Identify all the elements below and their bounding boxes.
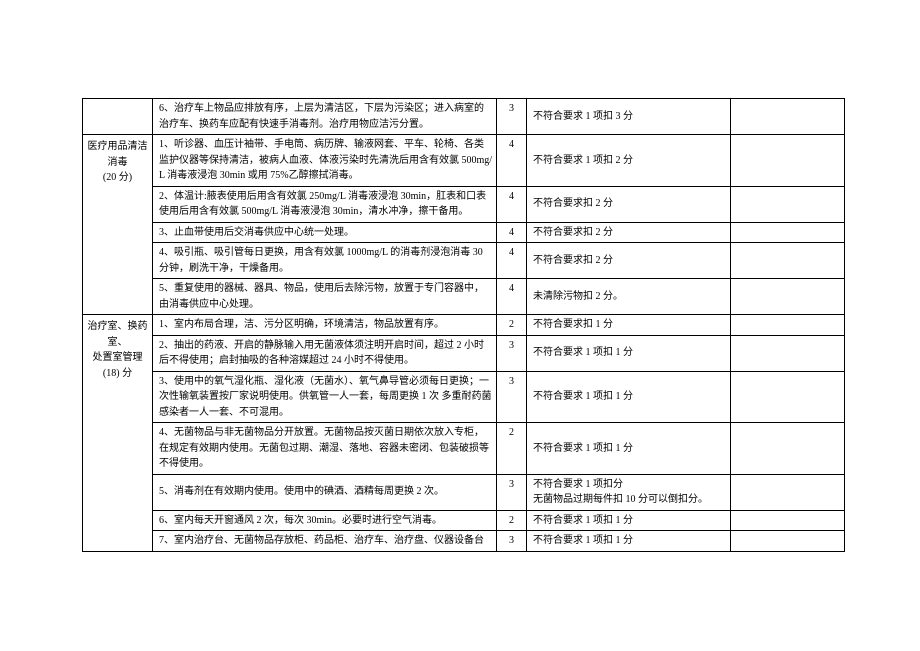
- category-line: 医疗用品清洁: [88, 141, 148, 152]
- score-cell: 2: [497, 423, 527, 475]
- table-row: 5、消毒剂在有效期内使用。使用中的碘酒、酒精每周更换 2 次。3不符合要求 1 …: [83, 474, 845, 510]
- criteria-line: 不符合要求 1 项扣 1 分: [533, 515, 633, 526]
- item-cell: 1、听诊器、血压计袖带、手电筒、病历牌、输液网套、平车、轮椅、各类监护仪器等保持…: [153, 135, 497, 187]
- table-row: 医疗用品清洁消毒 (20 分) 1、听诊器、血压计袖带、手电筒、病历牌、输液网套、平…: [83, 135, 845, 187]
- table-row: 6、治疗车上物品应排放有序，上层为清洁区，下层为污染区；进入病室的治疗车、换药车…: [83, 99, 845, 135]
- criteria-line: 不符合要求 1 项扣 1 分: [533, 391, 633, 402]
- criteria-cell: 不符合要求扣 2 分: [527, 243, 731, 279]
- table-row: 7、室内治疗台、无菌物品存放柜、药品柜、治疗车、治疗盘、仪器设备台3 不符合要求 …: [83, 531, 845, 552]
- item-cell: 5、重复使用的器械、器具、物品，使用后去除污物，放置于专门容器中，由消毒供应中心…: [153, 279, 497, 315]
- category-line: 处置室管理: [93, 352, 143, 363]
- criteria-cell: 不符合要求 1 项扣 3 分: [527, 99, 731, 135]
- score-cell: 3: [497, 531, 527, 552]
- category-line: 治疗室、换药: [88, 321, 148, 332]
- criteria-line: 不符合要求 1 项扣 2 分: [533, 155, 633, 166]
- item-cell: 7、室内治疗台、无菌物品存放柜、药品柜、治疗车、治疗盘、仪器设备台: [153, 531, 497, 552]
- criteria-line: 不符合要求扣 2 分: [533, 198, 613, 209]
- score-cell: 2: [497, 315, 527, 336]
- criteria-cell: 不符合要求 1 项扣 2 分: [527, 135, 731, 187]
- criteria-cell: 不符合要求扣 2 分: [527, 222, 731, 243]
- score-cell: 4: [497, 135, 527, 187]
- evaluation-table: 6、治疗车上物品应排放有序，上层为清洁区，下层为污染区；进入病室的治疗车、换药车…: [82, 98, 845, 552]
- category-cell: 治疗室、换药室、处置室管理 (18) 分: [83, 315, 153, 552]
- criteria-line: 不符合要求 1 项扣分: [533, 479, 623, 490]
- criteria-cell: 未清除污物扣 2 分。: [527, 279, 731, 315]
- criteria-cell: 不符合要求 1 项扣 1 分: [527, 510, 731, 531]
- score-cell: 4: [497, 243, 527, 279]
- category-line: (18) 分: [103, 368, 132, 379]
- table-row: 3、止血带使用后交消毒供应中心统一处理。4 不符合要求扣 2 分: [83, 222, 845, 243]
- score-cell: 3: [497, 335, 527, 371]
- blank-cell: [731, 222, 845, 243]
- item-cell: 4、吸引瓶、吸引管每日更换，用含有效氯 1000mg/L 的消毒剂浸泡消毒 30…: [153, 243, 497, 279]
- criteria-cell: 不符合要求 1 项扣 1 分: [527, 371, 731, 423]
- criteria-line: 未清除污物扣 2 分。: [533, 291, 623, 302]
- item-cell: 3、止血带使用后交消毒供应中心统一处理。: [153, 222, 497, 243]
- page: 6、治疗车上物品应排放有序，上层为清洁区，下层为污染区；进入病室的治疗车、换药车…: [0, 0, 920, 651]
- table-row: 治疗室、换药室、处置室管理(18) 分1、室内布局合理，洁、污分区明确，环境清洁…: [83, 315, 845, 336]
- item-cell: 6、室内每天开窗通风 2 次，每次 30min。必要时进行空气消毒。: [153, 510, 497, 531]
- score-cell: 3: [497, 371, 527, 423]
- item-cell: 5、消毒剂在有效期内使用。使用中的碘酒、酒精每周更换 2 次。: [153, 474, 497, 510]
- criteria-cell: 不符合要求 1 项扣分无菌物品过期每件扣 10 分可以倒扣分。: [527, 474, 731, 510]
- criteria-line: 不符合要求 1 项扣 1 分: [533, 535, 633, 546]
- blank-cell: [731, 315, 845, 336]
- blank-cell: [731, 371, 845, 423]
- score-cell: 2: [497, 510, 527, 531]
- table-row: 6、室内每天开窗通风 2 次，每次 30min。必要时进行空气消毒。2 不符合要求…: [83, 510, 845, 531]
- blank-cell: [731, 135, 845, 187]
- criteria-line: 不符合要求扣 1 分: [533, 319, 613, 330]
- category-line: 消毒: [108, 157, 128, 168]
- criteria-cell: 不符合要求扣 2 分: [527, 186, 731, 222]
- item-cell: 1、室内布局合理，洁、污分区明确，环境清洁，物品放置有序。: [153, 315, 497, 336]
- criteria-line: 不符合要求 1 项扣 1 分: [533, 443, 633, 454]
- criteria-cell: 不符合要求 1 项扣 1 分: [527, 423, 731, 475]
- blank-cell: [731, 279, 845, 315]
- score-cell: 3: [497, 474, 527, 510]
- blank-cell: [731, 510, 845, 531]
- criteria-line: 无菌物品过期每件扣 10 分可以倒扣分。: [533, 494, 708, 505]
- table-row: 2、抽出的药液、开启的静脉输入用无菌液体须注明开启时间，超过 2 小时后不得使用…: [83, 335, 845, 371]
- blank-cell: [731, 531, 845, 552]
- category-cell: 医疗用品清洁消毒 (20 分): [83, 135, 153, 315]
- table-row: 3、使用中的氧气湿化瓶、湿化液（无菌水）、氧气鼻导管必须每日更换；一次性输氧装置…: [83, 371, 845, 423]
- item-cell: 6、治疗车上物品应排放有序，上层为清洁区，下层为污染区；进入病室的治疗车、换药车…: [153, 99, 497, 135]
- score-cell: 4: [497, 279, 527, 315]
- score-cell: 4: [497, 222, 527, 243]
- criteria-cell: 不符合要求扣 1 分: [527, 315, 731, 336]
- criteria-line: 不符合要求 1 项扣 1 分: [533, 347, 633, 358]
- table-row: 5、重复使用的器械、器具、物品，使用后去除污物，放置于专门容器中，由消毒供应中心…: [83, 279, 845, 315]
- criteria-cell: 不符合要求 1 项扣 1 分: [527, 335, 731, 371]
- category-line: (20 分): [103, 172, 132, 183]
- blank-cell: [731, 99, 845, 135]
- table-row: 2、体温计:腋表使用后用含有效氯 250mg/L 消毒液浸泡 30min，肛表和…: [83, 186, 845, 222]
- criteria-cell: 不符合要求 1 项扣 1 分: [527, 531, 731, 552]
- score-cell: 4: [497, 186, 527, 222]
- criteria-line: 不符合要求 1 项扣 3 分: [533, 111, 633, 122]
- blank-cell: [731, 423, 845, 475]
- criteria-line: 不符合要求扣 2 分: [533, 227, 613, 238]
- blank-cell: [731, 335, 845, 371]
- category-line: 室、: [108, 337, 128, 348]
- item-cell: 2、抽出的药液、开启的静脉输入用无菌液体须注明开启时间，超过 2 小时后不得使用…: [153, 335, 497, 371]
- category-cell: [83, 99, 153, 135]
- blank-cell: [731, 474, 845, 510]
- item-cell: 2、体温计:腋表使用后用含有效氯 250mg/L 消毒液浸泡 30min，肛表和…: [153, 186, 497, 222]
- score-cell: 3: [497, 99, 527, 135]
- item-cell: 4、无菌物品与非无菌物品分开放置。无菌物品按灭菌日期依次放入专柜，在规定有效期内…: [153, 423, 497, 475]
- item-cell: 3、使用中的氧气湿化瓶、湿化液（无菌水）、氧气鼻导管必须每日更换；一次性输氧装置…: [153, 371, 497, 423]
- criteria-line: 不符合要求扣 2 分: [533, 255, 613, 266]
- table-row: 4、吸引瓶、吸引管每日更换，用含有效氯 1000mg/L 的消毒剂浸泡消毒 30…: [83, 243, 845, 279]
- table-row: 4、无菌物品与非无菌物品分开放置。无菌物品按灭菌日期依次放入专柜，在规定有效期内…: [83, 423, 845, 475]
- blank-cell: [731, 243, 845, 279]
- blank-cell: [731, 186, 845, 222]
